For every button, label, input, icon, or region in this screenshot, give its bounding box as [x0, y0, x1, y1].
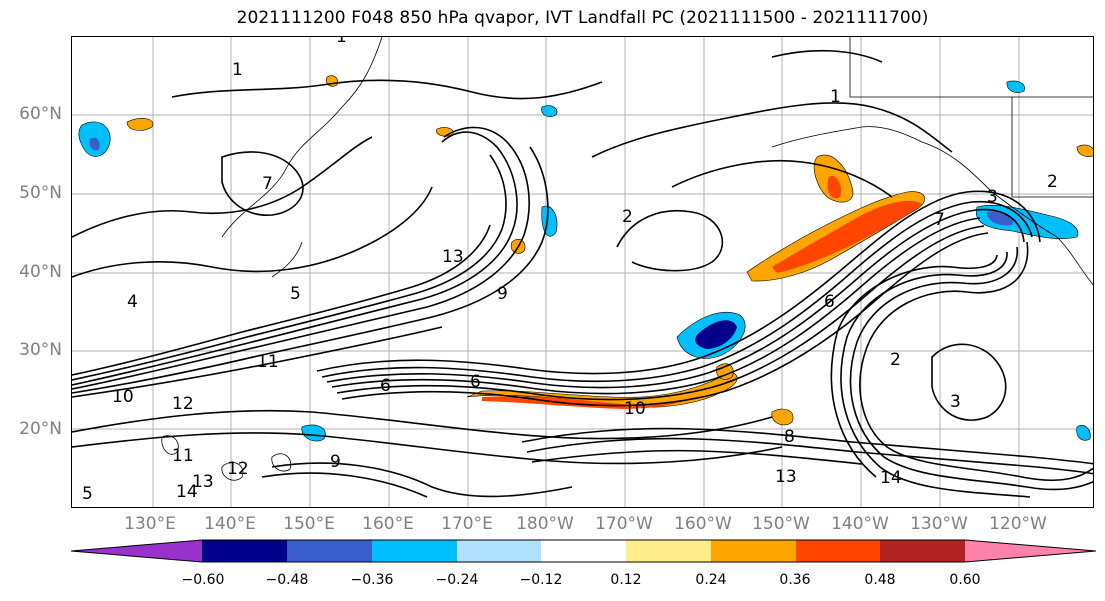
contour-label: 2	[1047, 172, 1058, 192]
contour-label: 5	[290, 284, 301, 304]
contour-label: 6	[470, 372, 481, 392]
lon-label-160w: 160°W	[674, 514, 732, 534]
colorbar-segment	[457, 540, 541, 562]
colorbar-segment	[372, 540, 457, 562]
contour-label: 9	[497, 284, 508, 304]
lat-label-30n: 30°N	[19, 340, 62, 360]
colorbar-tick: 0.48	[864, 572, 896, 588]
map-panel: 1 1 1 2 2 2 3 3 4 5 5 6 6 6 7 7 8 9 9 10…	[71, 36, 1094, 508]
contour-label: 8	[784, 427, 795, 447]
lon-label-120w: 120°W	[989, 514, 1047, 534]
contour-label: 4	[127, 292, 138, 312]
lat-label-50n: 50°N	[19, 183, 62, 203]
colorbar-segment	[202, 540, 287, 562]
contour-label: 12	[172, 394, 194, 414]
lon-label-130w: 130°W	[910, 514, 968, 534]
contour-label: 13	[442, 247, 464, 267]
lat-label-40n: 40°N	[19, 262, 62, 282]
lon-label-140w: 140°W	[831, 514, 889, 534]
lon-label-170w: 170°W	[595, 514, 653, 534]
contour-label: 11	[257, 352, 279, 372]
colorbar-segment	[541, 540, 626, 562]
contour-label: 13	[775, 467, 797, 487]
lat-label-20n: 20°N	[19, 419, 62, 439]
qvapor-shading	[78, 75, 1093, 442]
contour-label: 1	[830, 87, 841, 107]
contour-label: 3	[987, 187, 998, 207]
contour-label: 2	[890, 350, 901, 370]
colorbar-tick: 0.12	[610, 572, 642, 588]
contour-label: 14	[880, 468, 902, 488]
contour-label: 12	[227, 459, 249, 479]
colorbar-tick: 0.24	[695, 572, 727, 588]
lon-label-160e: 160°E	[362, 514, 414, 534]
colorbar-segment	[711, 540, 796, 562]
map-canvas: 1 1 1 2 2 2 3 3 4 5 5 6 6 6 7 7 8 9 9 10…	[72, 37, 1093, 507]
contour-label: 13	[192, 472, 214, 492]
contour-label: 9	[330, 452, 341, 472]
graticule	[72, 37, 1093, 507]
colorbar-segment	[880, 540, 965, 562]
colorbar-segment	[626, 540, 711, 562]
contour-label: 6	[824, 292, 835, 312]
contour-label: 11	[172, 446, 194, 466]
lon-label-150e: 150°E	[283, 514, 335, 534]
ivt-contours	[72, 49, 1093, 498]
colorbar-tick: 0.36	[779, 572, 811, 588]
contour-label: 7	[262, 174, 273, 194]
colorbar	[70, 539, 1097, 563]
colorbar-segment	[796, 540, 880, 562]
lon-label-140e: 140°E	[204, 514, 256, 534]
contour-label: 14	[176, 482, 198, 502]
contour-label: 1	[336, 37, 347, 47]
colorbar-tick: −0.36	[350, 572, 394, 588]
lon-label-130e: 130°E	[124, 514, 176, 534]
map-title: 2021111200 F048 850 hPa qvapor, IVT Land…	[236, 8, 929, 28]
colorbar-segment	[71, 540, 202, 562]
lon-label-150w: 150°W	[752, 514, 810, 534]
contour-label: 6	[380, 376, 391, 396]
contour-label: 10	[112, 387, 134, 407]
colorbar-tick: −0.12	[519, 572, 563, 588]
colorbar-tick: −0.48	[265, 572, 309, 588]
contour-label: 5	[82, 484, 93, 504]
colorbar-outline	[70, 539, 1097, 563]
contour-label: 1	[232, 60, 243, 80]
contour-label-group: 1 1 1 2 2 2 3 3 4 5 5 6 6 6 7 7 8 9 9 10…	[82, 37, 1058, 504]
coastlines	[161, 37, 1093, 481]
contour-label: 3	[950, 392, 961, 412]
colorbar-tick: −0.60	[181, 572, 225, 588]
lon-label-170e: 170°E	[441, 514, 493, 534]
colorbar-tick: 0.60	[949, 572, 981, 588]
colorbar-segment	[965, 540, 1096, 562]
colorbar-segment	[287, 540, 372, 562]
contour-label: 10	[624, 399, 646, 419]
lat-label-60n: 60°N	[19, 104, 62, 124]
colorbar-tick: −0.24	[435, 572, 479, 588]
contour-label: 7	[934, 210, 945, 230]
colorbar-segments	[71, 540, 1096, 562]
lon-label-180w: 180°W	[516, 514, 574, 534]
contour-label: 2	[622, 207, 633, 227]
